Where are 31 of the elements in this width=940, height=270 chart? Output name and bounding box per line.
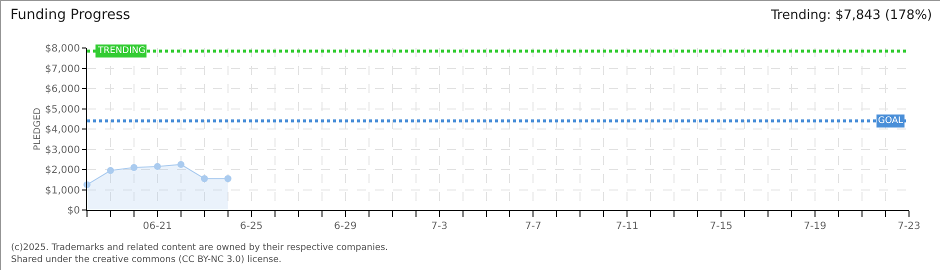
y-tick-label: $2,000 <box>45 165 80 176</box>
x-tick-label: 7-23 <box>898 221 920 232</box>
y-tick-label: $7,000 <box>45 64 80 75</box>
point <box>200 175 208 182</box>
text: (c)2025. Trademarks and related content are owned by their respective companies. <box>11 243 388 253</box>
x-tick-label: 7-19 <box>804 221 826 232</box>
y-tick-label: $0 <box>67 206 80 216</box>
x-tick-label: 7-11 <box>616 221 639 232</box>
text: Shared under the creative commons (CC BY-NC 3.0) license. <box>11 255 282 265</box>
ref-line-label: GOAL <box>878 116 904 126</box>
ref-line-label: TRENDING <box>97 46 146 56</box>
point <box>177 160 184 168</box>
y-tick-label: $4,000 <box>45 124 80 136</box>
y-axis-title: PLEDGED <box>33 108 43 150</box>
text: Trending: $7,843 (178%) <box>770 8 932 23</box>
y-tick-label: $8,000 <box>45 44 80 54</box>
point <box>130 164 138 171</box>
y-tick-label: $5,000 <box>45 104 80 116</box>
y-tick-label: $3,000 <box>45 144 80 156</box>
point <box>224 175 232 182</box>
y-tick-label: $6,000 <box>45 84 80 95</box>
x-tick-label: 7-7 <box>525 221 542 232</box>
chart-title: Funding Progress <box>10 6 130 23</box>
x-tick-label: 06-21 <box>142 221 172 232</box>
x-tick-label: 6-29 <box>334 221 357 232</box>
x-tick-label: 7-15 <box>710 221 732 232</box>
y-tick-label: $1,000 <box>45 185 80 196</box>
x-tick-label: 6-25 <box>240 221 263 232</box>
x-tick-label: 7-3 <box>431 221 448 232</box>
point <box>154 162 161 170</box>
point <box>106 167 114 174</box>
